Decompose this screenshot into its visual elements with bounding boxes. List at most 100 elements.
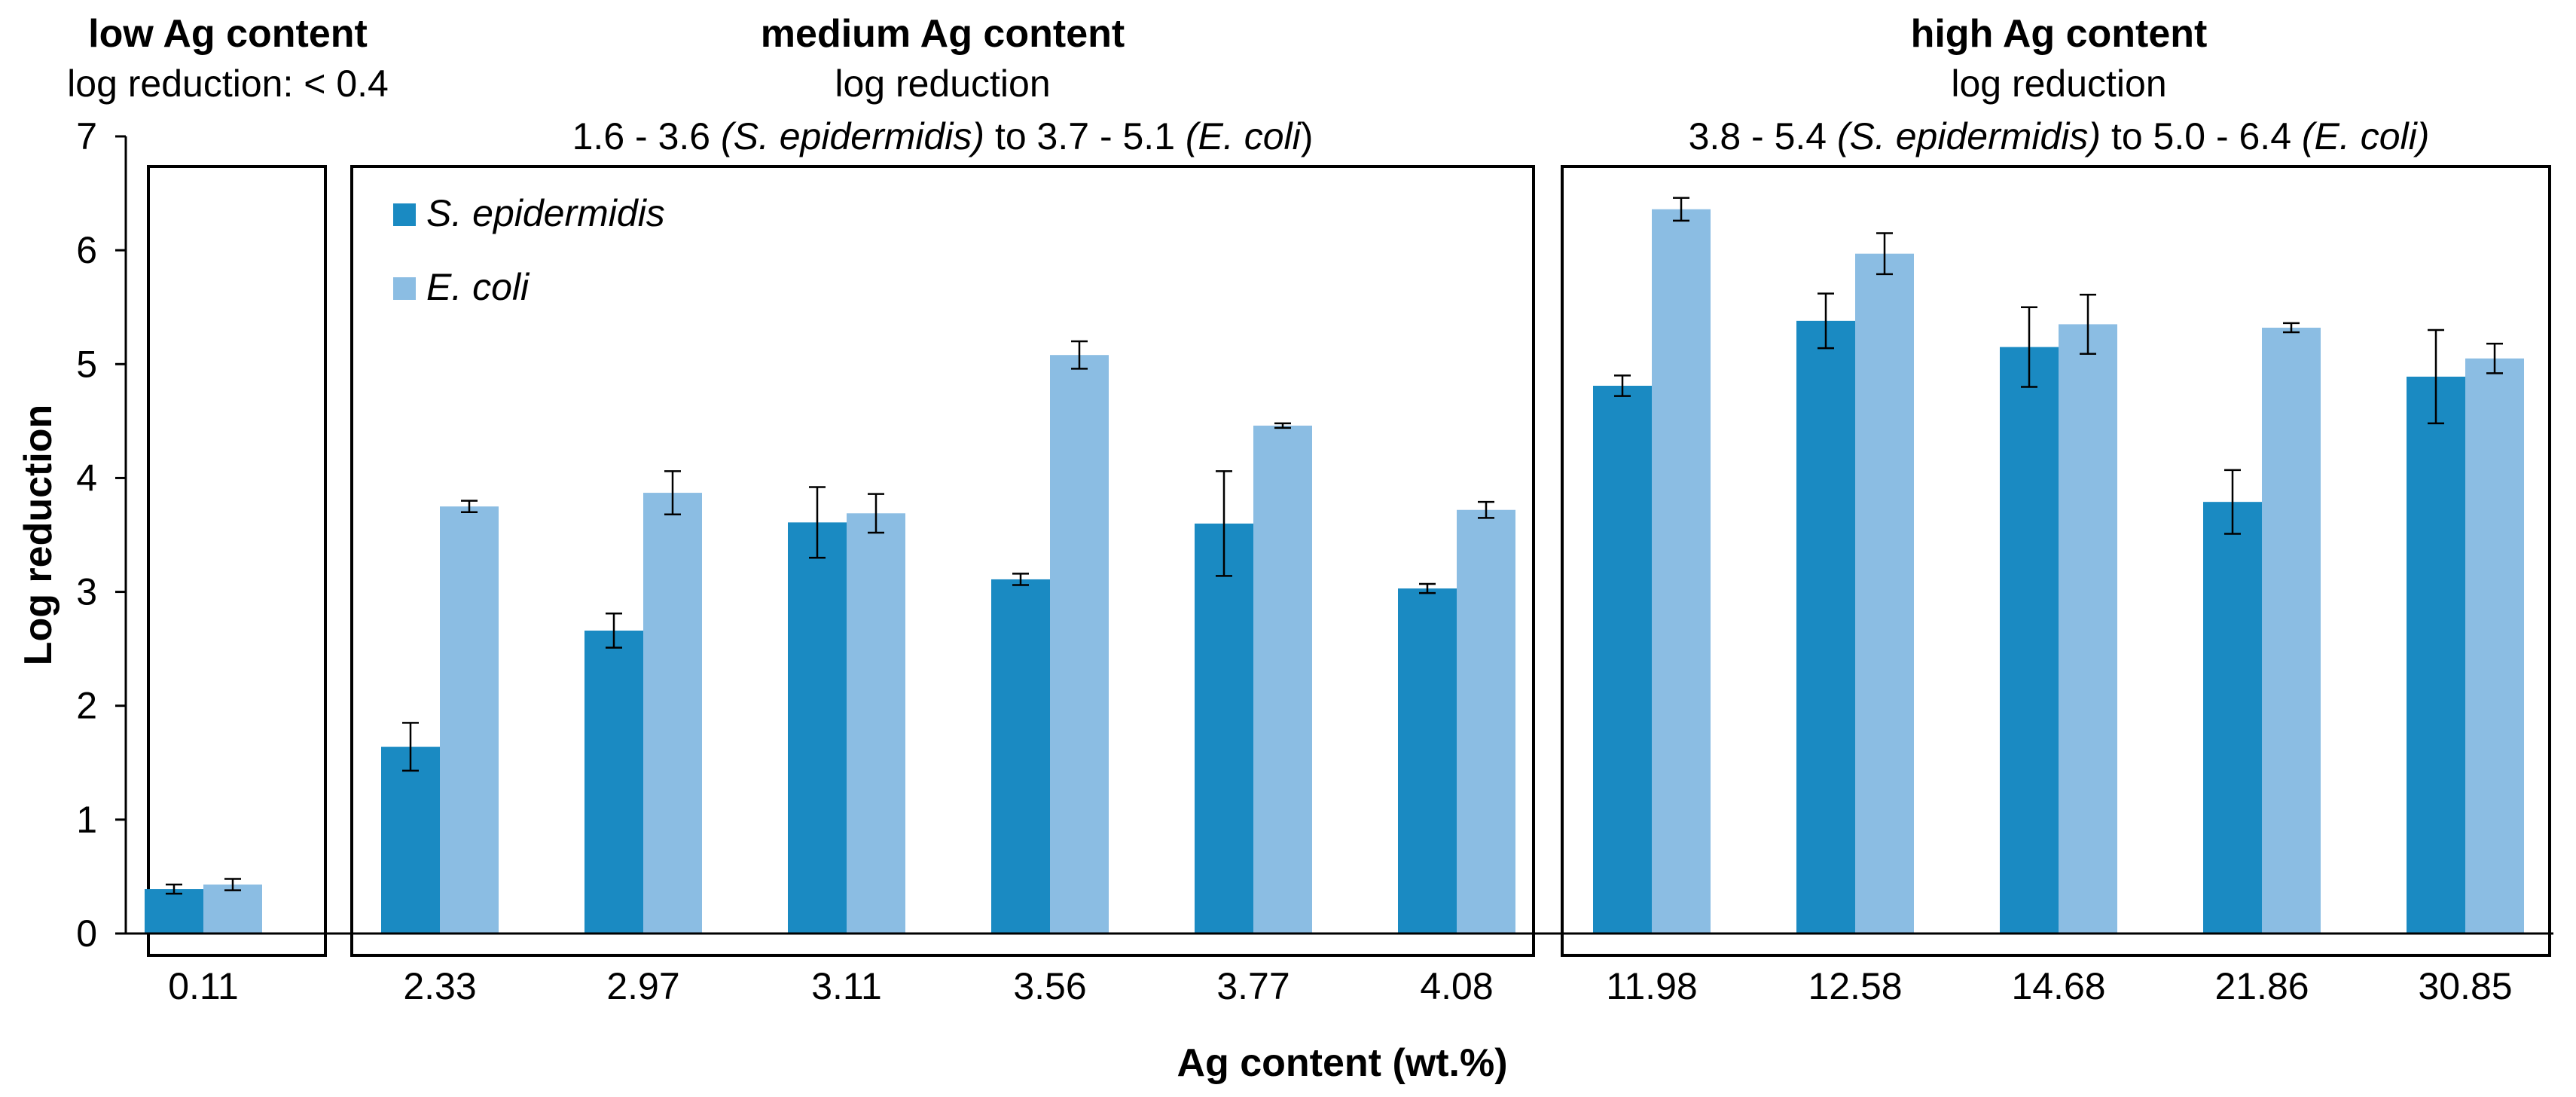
y-tick-label: 5 (76, 343, 97, 385)
bar-s-epidermidis-2.97 (584, 630, 643, 934)
x-tick-label: 21.86 (2214, 965, 2309, 1007)
error-bar-s-epidermidis-30.85 (2428, 328, 2444, 425)
error-bar-s-epidermidis-21.86 (2224, 469, 2241, 535)
error-bar-s-epidermidis-3.56 (1012, 573, 1029, 586)
group-subtitle-medium-1: log reduction (835, 63, 1050, 105)
x-tick-label: 11.98 (1606, 965, 1697, 1007)
x-tick-label: 30.85 (2418, 965, 2512, 1007)
group-subtitle-segment: 3.8 - 5.4 (1689, 115, 1837, 157)
group-box-high (1561, 165, 2551, 957)
group-subtitle-segment: (S. epidermidis) (1837, 115, 2101, 157)
bar-e-coli-3.77 (1253, 425, 1312, 934)
error-bar-e-coli-4.08 (1478, 500, 1494, 519)
group-subtitle-segment: (S. epidermidis) (721, 115, 984, 157)
error-bar-s-epidermidis-0.11 (166, 883, 182, 895)
error-bar-e-coli-21.86 (2283, 322, 2300, 334)
error-bar-s-epidermidis-3.11 (809, 486, 826, 559)
error-bar-e-coli-0.11 (224, 878, 241, 891)
group-subtitle-segment: log reduction (835, 63, 1050, 105)
error-bar-s-epidermidis-14.68 (2021, 306, 2037, 388)
error-bar-e-coli-3.77 (1274, 422, 1291, 429)
error-bar-s-epidermidis-2.33 (402, 722, 419, 772)
group-box-low (147, 165, 327, 957)
x-tick-label: 14.68 (2011, 965, 2105, 1007)
group-subtitle-high-1: log reduction (1951, 63, 2166, 105)
bars (145, 209, 2524, 934)
y-tick-label: 6 (76, 229, 97, 271)
group-subtitle-segment: to 5.0 - 6.4 (2101, 115, 2302, 157)
group-subtitle-medium-2: 1.6 - 3.6 (S. epidermidis) to 3.7 - 5.1 … (572, 115, 1314, 157)
bar-s-epidermidis-21.86 (2203, 502, 2262, 934)
group-subtitle-segment: 1.6 - 3.6 (572, 115, 721, 157)
error-bar-s-epidermidis-3.77 (1216, 470, 1232, 577)
group-boxes (147, 165, 2551, 957)
y-tick-label: 7 (76, 115, 97, 157)
bar-e-coli-11.98 (1652, 209, 1711, 934)
error-bars (166, 197, 2503, 895)
group-subtitle-segment: log reduction (1951, 63, 2166, 105)
bar-s-epidermidis-3.77 (1195, 523, 1253, 934)
error-bar-e-coli-11.98 (1673, 197, 1689, 222)
group-subtitle-segment: log reduction: < 0.4 (67, 63, 389, 105)
x-tick-label: 2.97 (606, 965, 679, 1007)
x-tick-label: 0.11 (168, 965, 239, 1007)
y-axis: 0 1 2 3 4 5 6 7 (76, 115, 127, 955)
bar-e-coli-30.85 (2465, 358, 2524, 934)
bar-e-coli-4.08 (1457, 509, 1515, 934)
group-headers: low Ag content log reduction: < 0.4 medium… (67, 12, 2429, 157)
legend-swatch-s-epidermidis (393, 203, 416, 226)
error-bar-e-coli-12.58 (1876, 232, 1893, 276)
bar-s-epidermidis-14.68 (2000, 347, 2059, 934)
group-subtitle-segment: to 3.7 - 5.1 (984, 115, 1186, 157)
legend-swatch-e-coli (393, 277, 416, 300)
bar-s-epidermidis-2.33 (381, 747, 440, 934)
bar-e-coli-12.58 (1855, 253, 1914, 934)
error-bar-s-epidermidis-11.98 (1614, 374, 1631, 397)
bar-s-epidermidis-12.58 (1796, 320, 1855, 934)
y-tick-label: 1 (76, 799, 97, 841)
error-bar-s-epidermidis-12.58 (1818, 292, 1834, 350)
bar-e-coli-14.68 (2059, 324, 2117, 934)
error-bar-e-coli-3.56 (1071, 340, 1088, 370)
bar-s-epidermidis-11.98 (1593, 386, 1652, 934)
bar-s-epidermidis-3.56 (991, 579, 1050, 934)
x-axis-title: Ag content (wt.%) (1177, 1041, 1507, 1085)
bar-s-epidermidis-3.11 (788, 522, 847, 934)
error-bar-e-coli-3.11 (868, 493, 884, 534)
bar-e-coli-3.56 (1050, 355, 1109, 934)
y-tick-label: 4 (76, 457, 97, 499)
error-bar-s-epidermidis-2.97 (606, 613, 622, 649)
y-axis-title: Log reduction (17, 405, 60, 666)
x-tick-label: 3.56 (1013, 965, 1086, 1007)
error-bar-e-coli-14.68 (2080, 293, 2096, 355)
legend-label-s-epidermidis: S. epidermidis (426, 192, 665, 234)
bar-e-coli-2.97 (643, 493, 702, 934)
bar-e-coli-3.11 (847, 513, 905, 934)
x-tick-label: 3.77 (1216, 965, 1290, 1007)
legend: S. epidermidis E. coli (393, 192, 665, 308)
error-bar-e-coli-2.33 (461, 500, 478, 514)
group-title-high: high Ag content (1911, 12, 2208, 56)
bar-e-coli-21.86 (2262, 327, 2321, 934)
x-tick-label: 4.08 (1420, 965, 1493, 1007)
y-tick-label: 0 (76, 912, 97, 955)
error-bar-e-coli-30.85 (2486, 342, 2503, 374)
bar-e-coli-0.11 (203, 885, 262, 934)
bar-s-epidermidis-4.08 (1398, 588, 1457, 934)
group-subtitle-segment: (E. coli (1186, 115, 1302, 157)
bar-s-epidermidis-0.11 (145, 889, 203, 934)
bar-s-epidermidis-30.85 (2407, 376, 2465, 934)
x-tick-label: 3.11 (811, 965, 882, 1007)
error-bar-s-epidermidis-4.08 (1419, 582, 1436, 594)
group-subtitle-segment: ) (1301, 115, 1314, 157)
y-tick-label: 2 (76, 685, 97, 727)
group-subtitle-high-2: 3.8 - 5.4 (S. epidermidis) to 5.0 - 6.4 … (1689, 115, 2430, 157)
error-bar-e-coli-2.97 (664, 470, 681, 516)
group-subtitle-segment: (E. coli) (2302, 115, 2429, 157)
x-axis: 0.11 2.33 2.97 3.11 3.56 3.77 4.08 11.98 12.58 14… (126, 932, 2553, 1007)
group-box-medium (350, 165, 1535, 957)
x-tick-label: 12.58 (1808, 965, 1902, 1007)
group-title-medium: medium Ag content (761, 12, 1125, 56)
group-title-low: low Ag content (88, 12, 368, 56)
